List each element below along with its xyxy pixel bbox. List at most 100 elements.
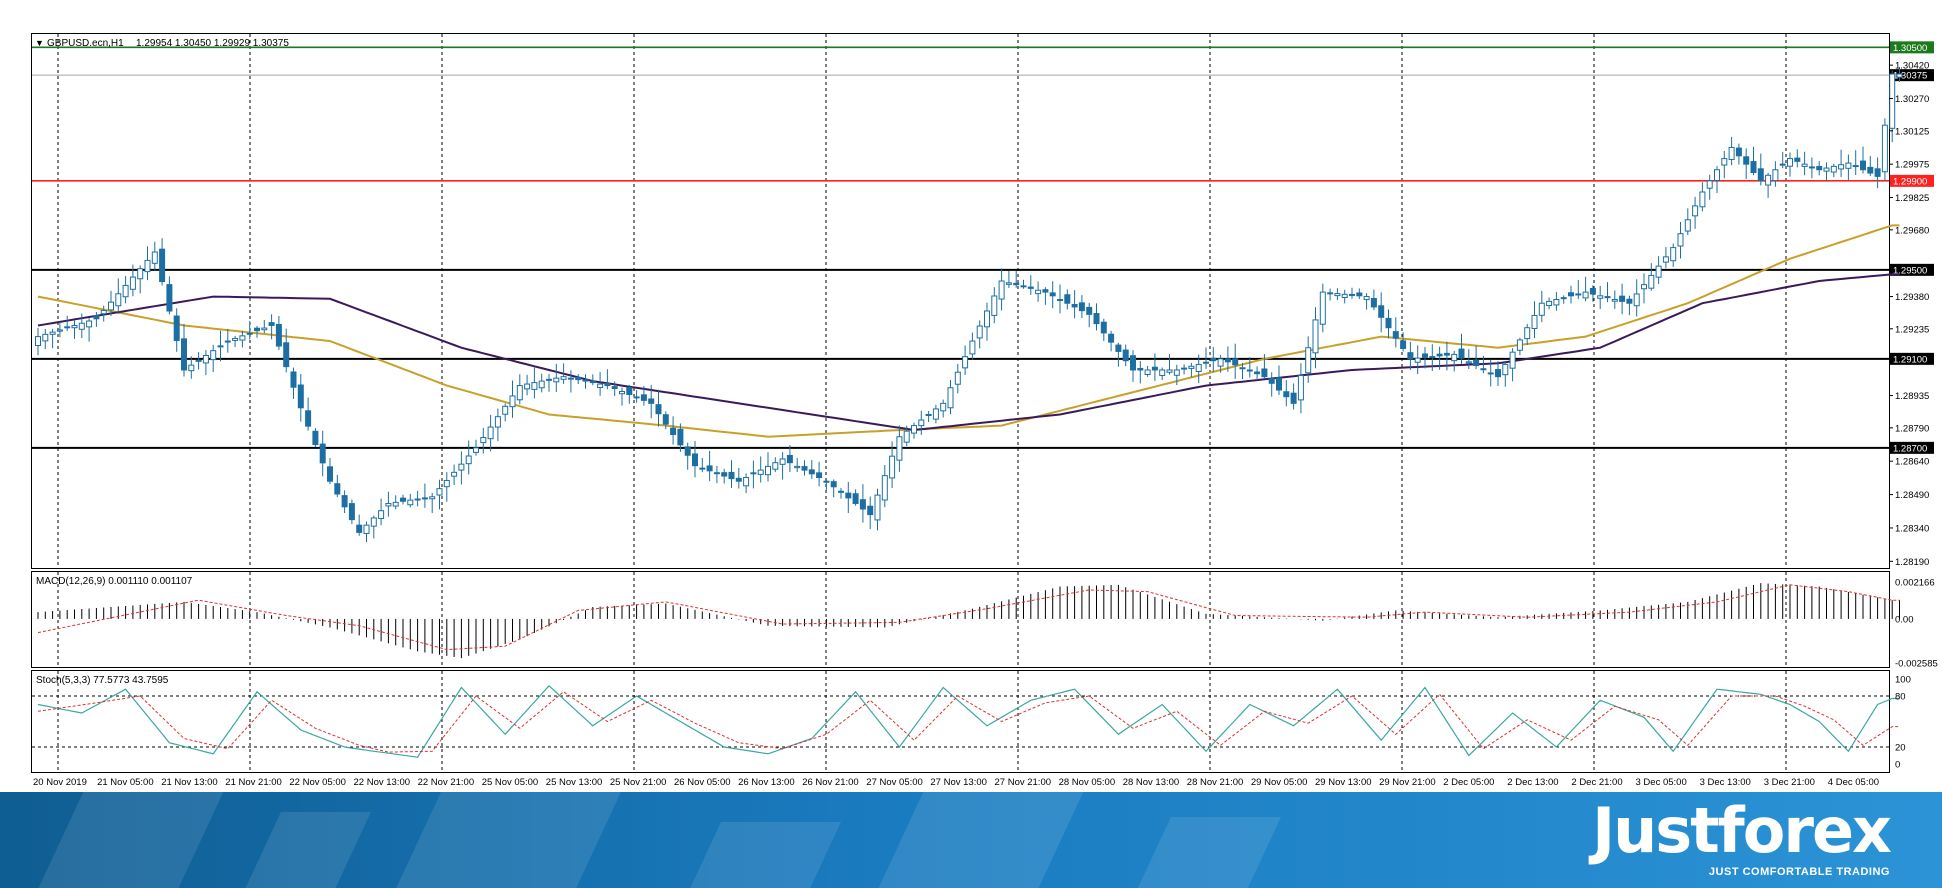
- decor-shard: [679, 822, 841, 888]
- price-tick-label: 1.30270: [1895, 94, 1929, 105]
- candle-body-bear: [1283, 391, 1290, 398]
- candle: [173, 308, 180, 352]
- candle-body-bull: [224, 340, 231, 343]
- candle-body-bull: [1714, 169, 1720, 181]
- candle: [254, 325, 260, 338]
- candle-body-bear: [1093, 313, 1100, 325]
- candle: [1166, 354, 1173, 375]
- candle-body-bull: [757, 469, 764, 475]
- candle-body-bear: [1480, 368, 1487, 371]
- dropdown-triangle-icon[interactable]: ▼: [35, 38, 44, 48]
- candle-body-bull: [1845, 162, 1852, 169]
- candle: [1830, 163, 1837, 178]
- candle-body-bear: [400, 497, 406, 502]
- candle: [619, 387, 625, 406]
- brand-logo[interactable]: Justforex JUST COMFORTABLE TRADING: [1592, 798, 1892, 879]
- ohlc-values: 1.29954 1.30450 1.29929 1.30375: [136, 38, 289, 49]
- candle: [1057, 284, 1063, 314]
- candle-body-bear: [1604, 296, 1611, 299]
- candle-body-bull: [1655, 265, 1662, 278]
- macd-signal-line: [37, 584, 1900, 651]
- stoch-tick-label: 0: [1895, 760, 1900, 771]
- candle: [1575, 280, 1582, 300]
- candle-body-bull: [1611, 299, 1618, 302]
- candle: [1071, 290, 1078, 319]
- candle-body-bull: [1414, 357, 1421, 363]
- candle-body-bull: [969, 340, 976, 355]
- candle: [524, 374, 531, 396]
- candle-body-bull: [1057, 299, 1063, 302]
- candle: [429, 492, 436, 514]
- candle-body-bull: [1312, 319, 1319, 354]
- candle-body-bull: [1787, 158, 1793, 167]
- candle-body-bull: [1451, 353, 1458, 362]
- trading-chart[interactable]: 1.30500 1.29900 1.29500 1.29100 1.28700 1.303…: [0, 0, 1942, 792]
- candle: [626, 384, 633, 404]
- time-axis-label: 3 Dec 05:00: [1636, 777, 1687, 788]
- candle: [1677, 222, 1684, 259]
- candle-body-bear: [1407, 352, 1414, 360]
- candle-body-bull: [1341, 293, 1348, 298]
- candle-body-bull: [911, 425, 917, 434]
- symbol-label[interactable]: GBPUSD.ecn,H1: [47, 38, 124, 49]
- candle: [1239, 363, 1246, 380]
- candle-body-bear: [692, 453, 698, 467]
- candle-body-bear: [1130, 355, 1136, 371]
- candle: [407, 493, 414, 508]
- candle: [64, 315, 71, 331]
- candle: [122, 275, 129, 304]
- candle-body-bull: [494, 416, 501, 428]
- ma-slow-line: [37, 273, 1900, 432]
- candle-body-bull: [370, 517, 377, 527]
- candle-body-bear: [173, 315, 180, 341]
- candle-body-bull: [1575, 293, 1582, 296]
- time-axis-label: 2 Dec 21:00: [1571, 777, 1622, 788]
- candle-body-bear: [684, 446, 691, 456]
- candle: [713, 465, 720, 484]
- candle: [553, 363, 560, 393]
- candle-body-bull: [597, 383, 604, 388]
- candle: [1334, 288, 1341, 301]
- candle: [392, 495, 399, 510]
- candle: [1349, 287, 1355, 299]
- candle-body-bull: [509, 395, 516, 408]
- brand-tagline: JUST COMFORTABLE TRADING: [1708, 866, 1890, 878]
- candle-body-bull: [1889, 73, 1896, 129]
- candle: [1108, 330, 1115, 352]
- candle: [911, 422, 917, 439]
- candle: [1874, 157, 1881, 189]
- candle-body-bear: [1568, 292, 1574, 297]
- candle: [1889, 70, 1896, 143]
- stoch-panel-frame[interactable]: [31, 670, 1890, 773]
- candle: [932, 404, 939, 424]
- candle-body-bull: [1823, 167, 1830, 172]
- macd-panel-frame[interactable]: [31, 571, 1890, 668]
- candle-body-bear: [1100, 321, 1107, 334]
- candle: [984, 302, 990, 341]
- candle: [1779, 151, 1786, 169]
- candle-body-bear: [589, 380, 596, 384]
- candle: [443, 472, 450, 502]
- candle-body-bull: [932, 408, 939, 420]
- candle: [1115, 342, 1122, 367]
- candle-body-bear: [1349, 293, 1355, 296]
- candle-body-bear: [181, 338, 187, 371]
- candle-body-bull: [991, 295, 998, 316]
- candle-body-bear: [1071, 303, 1078, 308]
- candle: [1619, 283, 1626, 315]
- candle: [1721, 150, 1728, 179]
- time-axis-label: 2 Dec 05:00: [1443, 777, 1494, 788]
- candle-body-bull: [217, 345, 224, 348]
- candle-body-bear: [1735, 147, 1742, 157]
- horizontal-levels[interactable]: 1.30500 1.29900 1.29500 1.29100 1.28700 1.303…: [32, 41, 1934, 454]
- candle-body-bull: [1305, 347, 1312, 374]
- decor-shard: [872, 792, 1088, 888]
- candle: [1648, 263, 1655, 291]
- candle: [1633, 279, 1640, 317]
- candle: [640, 386, 647, 406]
- candle-body-bull: [421, 497, 428, 500]
- candle: [1283, 380, 1290, 407]
- price-panel-frame[interactable]: [31, 33, 1890, 569]
- candle-body-bull: [524, 383, 531, 390]
- candle-body-bear: [1378, 305, 1385, 318]
